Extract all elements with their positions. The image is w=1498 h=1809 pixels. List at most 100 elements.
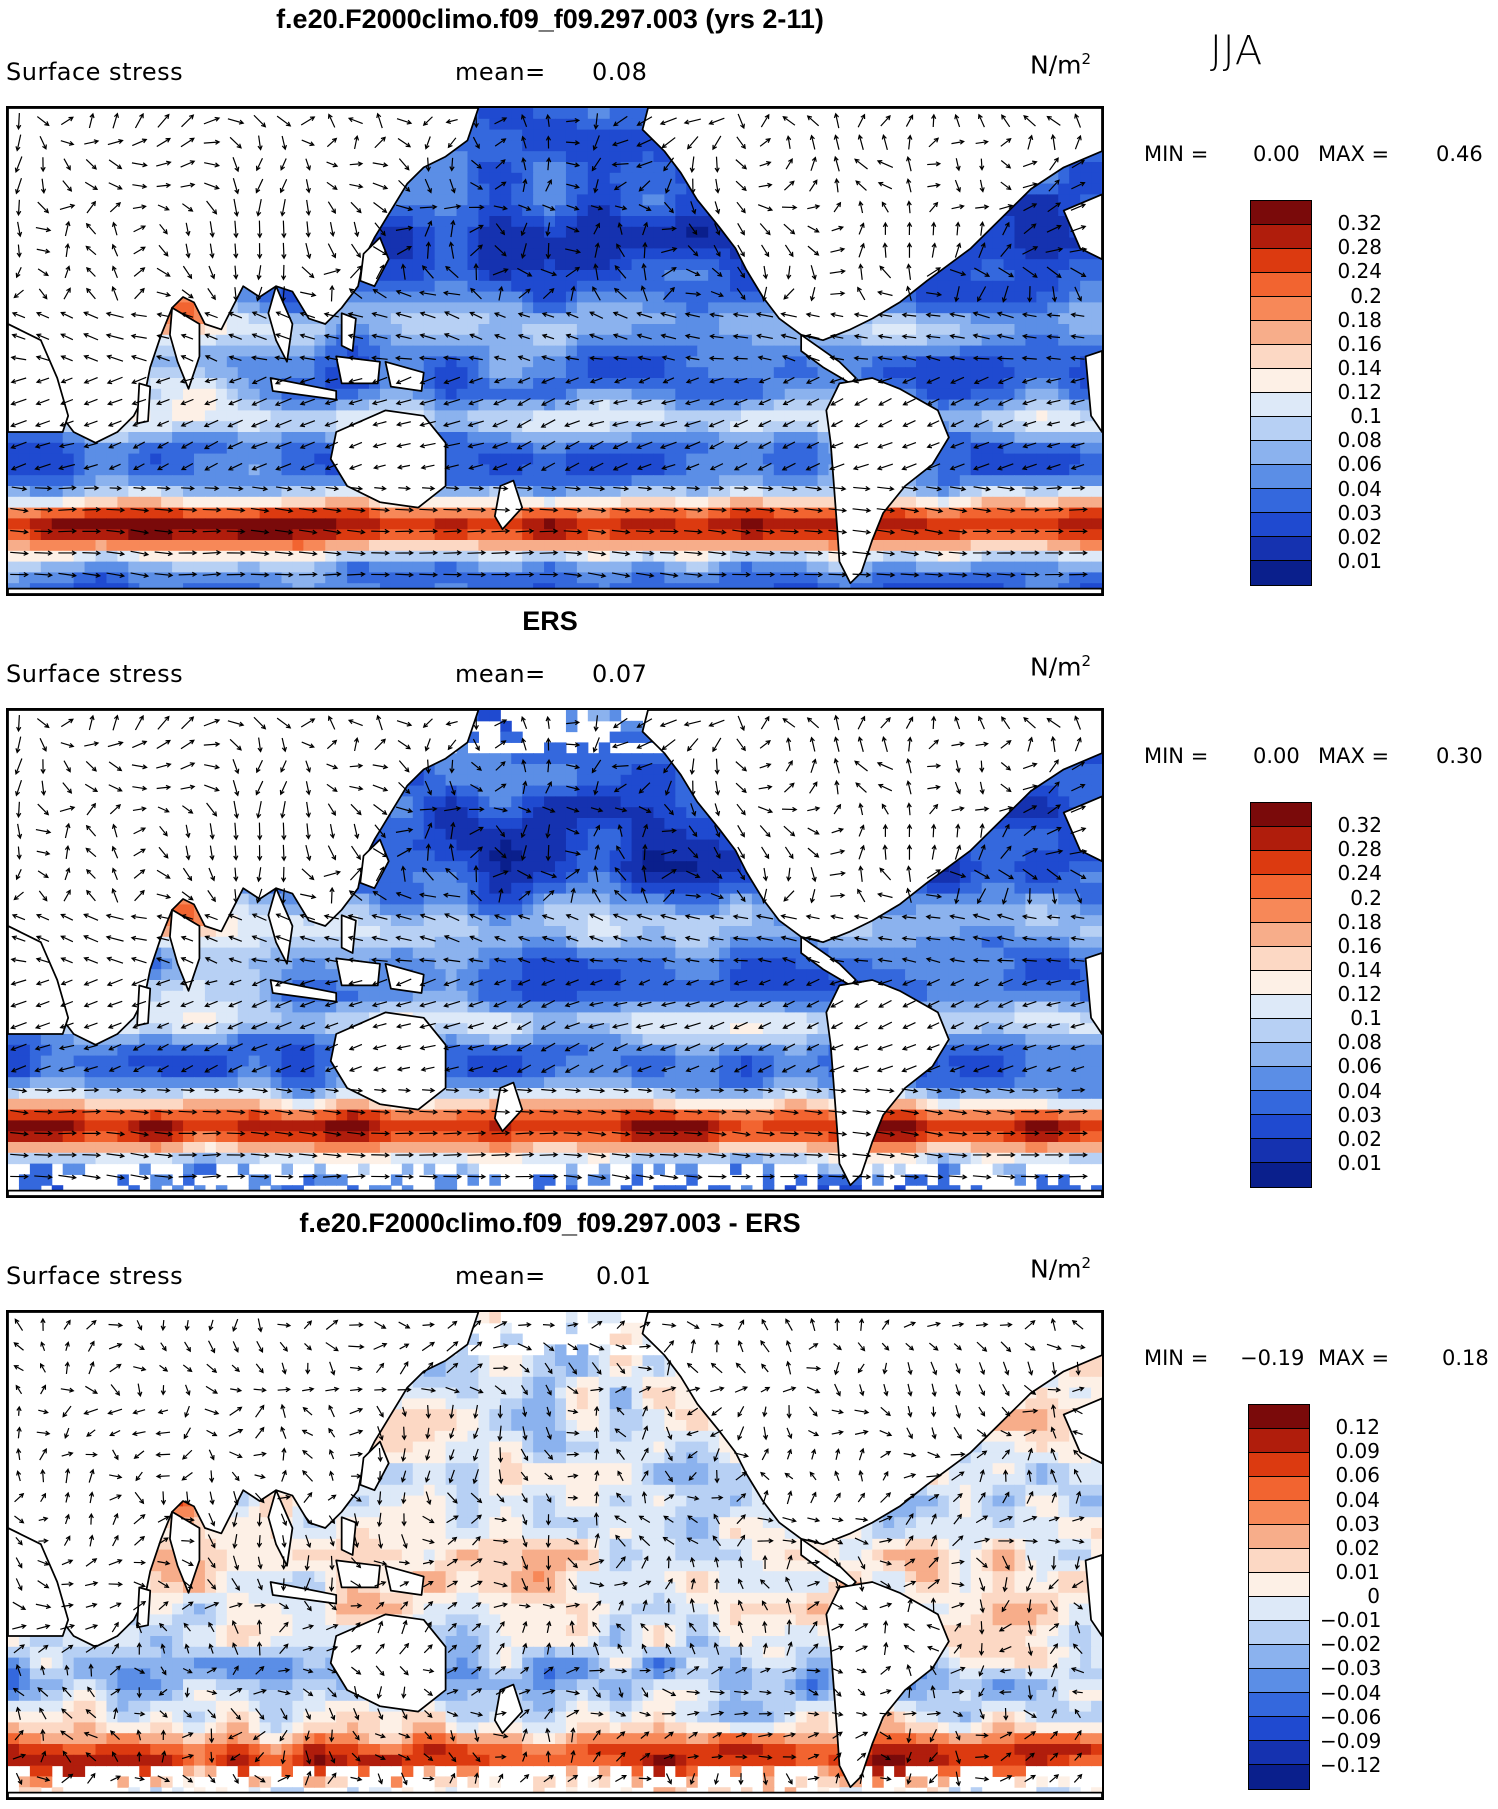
colorbar-tick-label: 0.12 — [1337, 380, 1382, 404]
coastlines — [8, 108, 1102, 594]
colorbar-tick-label: 0.04 — [1335, 1487, 1380, 1512]
panel-3-mean-label: mean= — [455, 1262, 546, 1290]
season-label: JJA — [1210, 28, 1264, 74]
colorbar-swatch — [1251, 297, 1311, 321]
panel-1-colorbar-ticks: 0.32 0.28 0.24 0.2 0.18 0.16 0.14 0.12 0.1 0.08 0.… — [1322, 200, 1402, 586]
colorbar-swatch — [1249, 1597, 1309, 1621]
colorbar-tick-label: 0.02 — [1337, 524, 1382, 549]
colorbar-tick-label: 0.01 — [1337, 1150, 1382, 1175]
panel-1-min-label: MIN = — [1144, 142, 1209, 166]
colorbar-swatch — [1249, 1501, 1309, 1525]
panel-2-units: N/m2 — [1030, 652, 1092, 682]
colorbar-tick-label: 0.16 — [1337, 331, 1382, 356]
colorbar-tick-label: 0.03 — [1337, 500, 1382, 525]
colorbar-swatch — [1251, 1019, 1311, 1043]
colorbar-tick-label: 0.2 — [1350, 283, 1382, 308]
colorbar-swatch — [1251, 201, 1311, 225]
colorbar-swatch — [1251, 827, 1311, 851]
colorbar-swatch — [1251, 971, 1311, 995]
panel-3-colorbar — [1248, 1404, 1310, 1790]
colorbar-tick-label: 0.18 — [1337, 307, 1382, 332]
panel-2-mean-value: 0.07 — [592, 660, 648, 688]
colorbar-swatch — [1251, 273, 1311, 297]
colorbar-tick-label: 0.28 — [1337, 235, 1382, 260]
panel-3-map — [6, 1310, 1104, 1800]
colorbar-swatch — [1251, 1115, 1311, 1139]
panel-1-mean-value: 0.08 — [592, 58, 648, 86]
colorbar-tick-label: 0.03 — [1335, 1511, 1380, 1536]
colorbar-swatch — [1251, 465, 1311, 489]
colorbar-swatch — [1249, 1765, 1309, 1789]
colorbar-swatch — [1251, 1091, 1311, 1115]
colorbar-swatch — [1251, 489, 1311, 513]
panel-3-min-label: MIN = — [1144, 1346, 1209, 1370]
colorbar-swatch — [1249, 1717, 1309, 1741]
colorbar-tick-label: 0.12 — [1335, 1415, 1380, 1440]
panel-2-colorbar — [1250, 802, 1312, 1188]
colorbar-tick-label: 0.12 — [1337, 982, 1382, 1006]
colorbar-tick-label: 0.18 — [1337, 909, 1382, 934]
panel-1-max-label: MAX = — [1318, 142, 1390, 166]
colorbar-tick-label: 0.32 — [1337, 211, 1382, 236]
colorbar-tick-label: −0.09 — [1320, 1728, 1382, 1753]
colorbar-swatch — [1251, 1043, 1311, 1067]
panel-1-max-value: 0.46 — [1436, 142, 1483, 166]
colorbar-tick-label: 0.09 — [1335, 1439, 1380, 1464]
panel-3-title: f.e20.F2000climo.f09_f09.297.003 - ERS — [299, 1208, 801, 1238]
colorbar-tick-label: 0.06 — [1337, 452, 1382, 477]
colorbar-tick-label: 0.14 — [1337, 957, 1382, 982]
colorbar-swatch — [1251, 1163, 1311, 1187]
colorbar-tick-label: 0.06 — [1337, 1054, 1382, 1079]
colorbar-swatch — [1249, 1621, 1309, 1645]
colorbar-swatch — [1251, 513, 1311, 537]
panel-2-max-value: 0.30 — [1436, 744, 1483, 768]
colorbar-swatch — [1249, 1405, 1309, 1429]
stress-vectors — [10, 714, 1088, 1181]
colorbar-tick-label: 0.08 — [1337, 1030, 1382, 1055]
colorbar-swatch — [1251, 417, 1311, 441]
colorbar-swatch — [1249, 1453, 1309, 1477]
colorbar-swatch — [1251, 537, 1311, 561]
colorbar-swatch — [1249, 1477, 1309, 1501]
panel-1-title: f.e20.F2000climo.f09_f09.297.003 (yrs 2-… — [276, 4, 824, 34]
colorbar-swatch — [1251, 923, 1311, 947]
colorbar-swatch — [1251, 851, 1311, 875]
panel-3-mean-value: 0.01 — [596, 1262, 652, 1290]
colorbar-tick-label: −0.02 — [1320, 1632, 1382, 1657]
map-canvas — [8, 1312, 1102, 1798]
stress-vectors — [10, 112, 1088, 579]
panel-3-max-label: MAX = — [1318, 1346, 1390, 1370]
coastlines — [8, 710, 1102, 1196]
panel-3-variable: Surface stress — [6, 1262, 184, 1290]
colorbar-swatch — [1249, 1693, 1309, 1717]
panel-2-min-label: MIN = — [1144, 744, 1209, 768]
panel-1-map — [6, 106, 1104, 596]
colorbar-tick-label: 0.1 — [1350, 404, 1382, 429]
colorbar-swatch — [1251, 441, 1311, 465]
colorbar-tick-label: 0.24 — [1337, 861, 1382, 886]
colorbar-tick-label: 0.02 — [1337, 1126, 1382, 1151]
colorbar-swatch — [1251, 393, 1311, 417]
colorbar-swatch — [1251, 345, 1311, 369]
panel-3-colorbar-ticks: 0.12 0.09 0.06 0.04 0.03 0.02 0.01 0 −0.01 −0.02−… — [1320, 1404, 1400, 1790]
colorbar-tick-label: 0.32 — [1337, 813, 1382, 838]
panel-2-map — [6, 708, 1104, 1198]
coastlines — [8, 1312, 1102, 1798]
colorbar-tick-label: 0.04 — [1337, 476, 1382, 501]
colorbar-swatch — [1251, 875, 1311, 899]
colorbar-tick-label: −0.04 — [1320, 1680, 1382, 1705]
map-canvas — [8, 108, 1102, 594]
colorbar-swatch — [1251, 803, 1311, 827]
colorbar-tick-label: −0.01 — [1320, 1608, 1382, 1633]
panel-3-units: N/m2 — [1030, 1254, 1092, 1284]
panel-2-variable: Surface stress — [6, 660, 184, 688]
colorbar-swatch — [1251, 899, 1311, 923]
colorbar-swatch — [1251, 321, 1311, 345]
colorbar-tick-label: 0.02 — [1335, 1535, 1380, 1560]
panel-3-min-value: −0.19 — [1240, 1346, 1305, 1370]
colorbar-tick-label: 0.16 — [1337, 933, 1382, 958]
panel-1-variable: Surface stress — [6, 58, 184, 86]
stress-vectors — [12, 1317, 1086, 1787]
colorbar-tick-label: −0.12 — [1320, 1752, 1382, 1777]
colorbar-swatch — [1249, 1669, 1309, 1693]
